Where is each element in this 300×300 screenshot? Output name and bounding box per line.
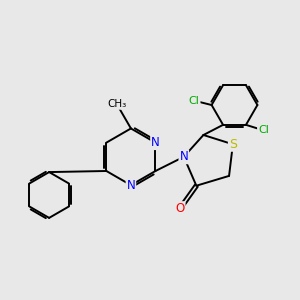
Text: Cl: Cl: [258, 125, 269, 135]
Text: CH₃: CH₃: [107, 99, 126, 109]
Text: O: O: [176, 202, 184, 215]
Text: Cl: Cl: [189, 96, 200, 106]
Text: N: N: [127, 179, 135, 192]
Text: S: S: [229, 138, 237, 151]
Text: N: N: [151, 136, 160, 149]
Text: N: N: [179, 150, 188, 163]
